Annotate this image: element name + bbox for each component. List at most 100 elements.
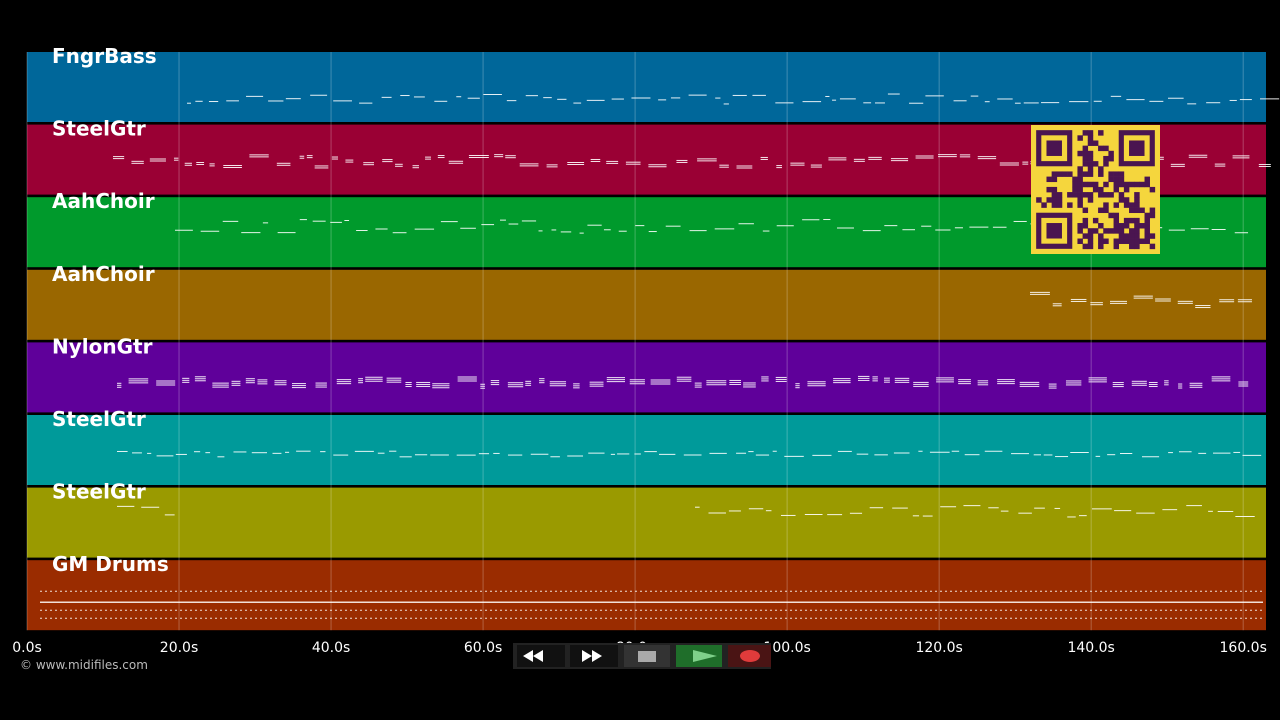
qr-cell: [1149, 186, 1156, 193]
qr-cell: [1103, 155, 1109, 162]
qr-cell: [1077, 238, 1083, 244]
qr-cell: [1041, 202, 1047, 208]
qr-cell: [1082, 217, 1089, 224]
qr-cell: [1134, 238, 1140, 244]
qr-cell: [1144, 233, 1150, 239]
qr-cell: [1082, 181, 1089, 188]
time-tick-label: 160.0s: [1220, 640, 1267, 656]
qr-cell: [1108, 192, 1114, 198]
qr-cell: [1051, 176, 1058, 183]
track-name: SteelGtr: [52, 407, 146, 431]
qr-cell: [1144, 212, 1150, 219]
qr-cell: [1118, 192, 1125, 198]
qr-cell: [1134, 217, 1140, 224]
qr-cell: [1087, 150, 1094, 157]
qr-cell: [1129, 207, 1135, 214]
qr-cell: [1144, 223, 1150, 229]
qr-cell: [1082, 150, 1089, 157]
qr-cell: [1113, 202, 1120, 208]
track-lane: [27, 52, 1266, 122]
qr-cell: [1082, 207, 1089, 214]
qr-cell: [1129, 217, 1135, 224]
qr-cell: [1087, 140, 1094, 146]
qr-cell: [1087, 181, 1094, 188]
qr-cell: [1077, 135, 1083, 141]
qr-cell: [1123, 233, 1130, 239]
track-lane: [27, 269, 1266, 340]
record-button[interactable]: [728, 645, 771, 667]
qr-cell: [1139, 181, 1145, 188]
qr-cell: [1046, 186, 1052, 193]
qr-cell: [1108, 176, 1114, 183]
qr-cell: [1087, 238, 1094, 244]
qr-cell: [1129, 243, 1135, 250]
qr-cell: [1103, 145, 1109, 152]
qr-cell: [1149, 233, 1156, 239]
qr-cell: [1118, 176, 1125, 183]
qr-cell: [1123, 202, 1130, 208]
qr-cell: [1082, 155, 1089, 162]
qr-cell: [1149, 243, 1156, 250]
qr-cell: [1098, 145, 1104, 152]
qr-cell: [1123, 186, 1130, 193]
qr-cell: [1087, 166, 1094, 172]
qr-cell: [1051, 192, 1058, 198]
qr-cell: [1087, 161, 1094, 167]
track-name: FngrBass: [52, 44, 157, 68]
transport-controls: [513, 643, 771, 669]
qr-cell: [1092, 186, 1099, 193]
qr-cell: [1036, 197, 1042, 203]
qr-cell: [1118, 197, 1125, 203]
qr-cell: [1113, 223, 1120, 229]
qr-cell: [1087, 135, 1094, 141]
qr-cell: [1139, 223, 1145, 229]
qr-cell: [1129, 233, 1135, 239]
track-name: GM Drums: [52, 552, 169, 576]
track-name: AahChoir: [52, 262, 155, 286]
qr-cell: [1134, 197, 1140, 203]
qr-cell: [1113, 176, 1120, 183]
time-tick-label: 120.0s: [915, 640, 962, 656]
qr-cell: [1082, 192, 1089, 198]
qr-cell: [1149, 212, 1156, 219]
qr-cell: [1051, 186, 1058, 193]
qr-cell: [1087, 155, 1094, 162]
qr-cell: [1139, 207, 1145, 214]
qr-cell: [1098, 166, 1104, 172]
qr-cell: [1077, 192, 1083, 198]
qr-cell: [1113, 212, 1120, 219]
qr-cell: [1108, 228, 1114, 234]
rewind-button[interactable]: [517, 645, 565, 667]
qr-cell: [1123, 197, 1130, 203]
qr-cell: [1051, 202, 1058, 208]
qr-cell: [1092, 181, 1099, 188]
qr-cell: [1072, 176, 1078, 183]
qr-cell: [1056, 192, 1063, 198]
qr-cell: [1139, 238, 1145, 244]
qr-cell: [1134, 202, 1140, 208]
qr-cell: [1144, 181, 1150, 188]
play-button[interactable]: [676, 645, 722, 667]
track-name: AahChoir: [52, 189, 155, 213]
qr-cell: [1056, 202, 1063, 208]
qr-cell: [1113, 171, 1120, 177]
qr-cell: [1149, 207, 1156, 214]
qr-cell: [1056, 197, 1063, 203]
forward-button[interactable]: [570, 645, 618, 667]
qr-cell: [1082, 171, 1089, 177]
qr-cell: [1092, 228, 1099, 234]
qr-cell: [1113, 238, 1120, 244]
qr-cell: [1072, 186, 1078, 193]
qr-cell: [1123, 223, 1130, 229]
qr-cell: [1077, 202, 1083, 208]
qr-cell: [1077, 171, 1083, 177]
qr-cell: [1046, 176, 1052, 183]
qr-cell: [1067, 171, 1073, 177]
qr-cell: [1082, 145, 1089, 152]
qr-cell: [1077, 223, 1083, 229]
stop-button[interactable]: [624, 645, 670, 667]
qr-cell: [1123, 217, 1130, 224]
qr-cell: [1134, 223, 1140, 229]
qr-cell: [1061, 171, 1068, 177]
qr-cell: [1082, 161, 1089, 167]
